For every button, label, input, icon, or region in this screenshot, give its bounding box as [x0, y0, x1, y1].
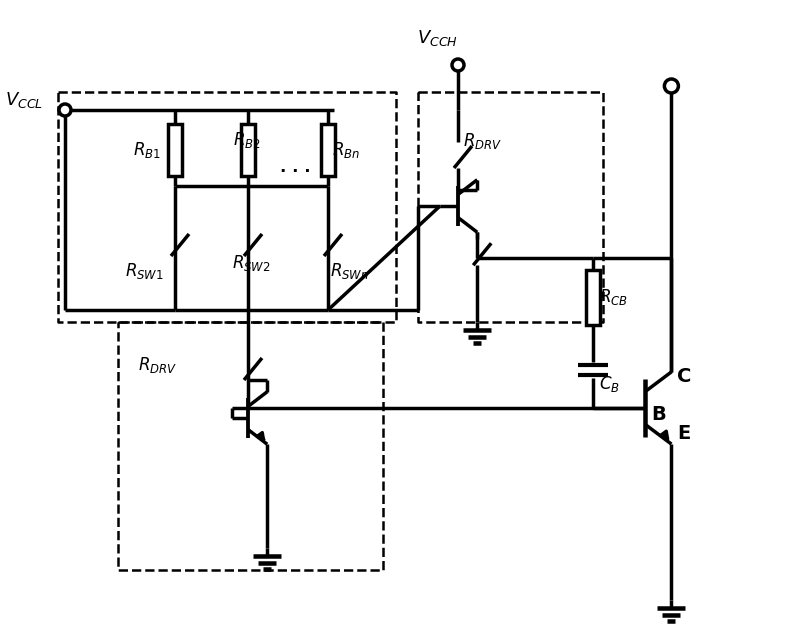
Text: B: B [651, 405, 666, 424]
Text: $R_{B2}$: $R_{B2}$ [233, 130, 261, 150]
Text: $R_{SW2}$: $R_{SW2}$ [232, 253, 271, 273]
Bar [586, 270, 600, 324]
Text: $R_{SWn}$: $R_{SWn}$ [330, 261, 369, 281]
Text: $V_{CCH}$: $V_{CCH}$ [418, 28, 458, 48]
Text: C: C [677, 367, 692, 386]
Text: $R_{SW1}$: $R_{SW1}$ [125, 261, 164, 281]
Text: $C_B$: $C_B$ [599, 374, 620, 394]
Bar [241, 124, 255, 176]
Text: $R_{B1}$: $R_{B1}$ [133, 140, 161, 160]
Text: E: E [677, 424, 691, 443]
Text: $R_{DRV}$: $R_{DRV}$ [138, 355, 177, 375]
Text: $V_{CCL}$: $V_{CCL}$ [5, 90, 43, 110]
Text: $R_{CB}$: $R_{CB}$ [599, 287, 628, 307]
Text: $R_{Bn}$: $R_{Bn}$ [332, 140, 360, 160]
Bar [168, 124, 182, 176]
Text: $R_{DRV}$: $R_{DRV}$ [463, 131, 502, 151]
Text: . . .: . . . [280, 158, 311, 176]
Bar [321, 124, 335, 176]
